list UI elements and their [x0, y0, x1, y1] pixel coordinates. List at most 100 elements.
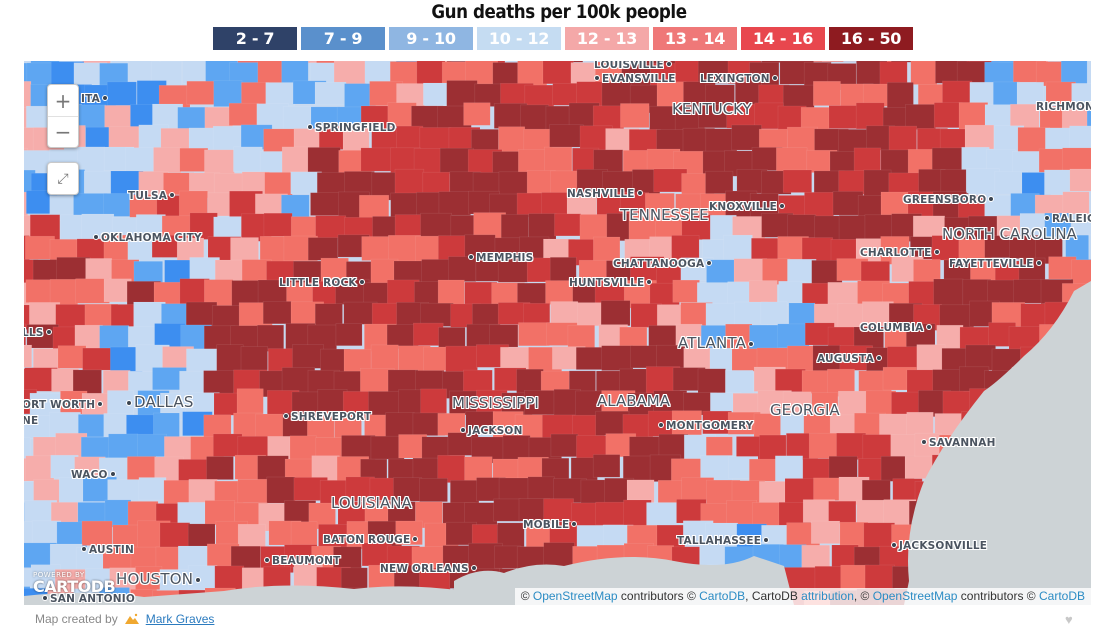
zoom-out-button[interactable]: −: [48, 116, 78, 147]
city-dot-icon: [665, 61, 672, 67]
city-dot-icon: [101, 95, 108, 101]
city-dot-icon: [470, 565, 477, 571]
label-text: LOUISIANA: [331, 494, 412, 512]
legend-item-7-9: 7 - 9: [301, 27, 385, 50]
author-avatar-icon: [124, 613, 139, 624]
city-dot-icon: [771, 75, 778, 81]
label-text: SHREVEPORT: [291, 411, 372, 423]
label-text: COLUMBIA: [860, 322, 924, 334]
city-dot-icon: [636, 190, 643, 196]
city-dot-icon: [988, 196, 995, 202]
label-text: BEAUMONT: [272, 555, 341, 567]
city-dot-icon: [126, 400, 132, 406]
like-heart-icon[interactable]: ♥: [1065, 612, 1073, 627]
city-label: OKLAHOMA CITY: [91, 232, 202, 244]
city-dot-icon: [875, 355, 882, 361]
city-label: BATON ROUGE: [323, 534, 420, 546]
label-text: AUGUSTA: [817, 353, 874, 365]
label-text: WACO: [71, 469, 108, 481]
city-label: SPRINGFIELD: [305, 122, 396, 134]
fullscreen-control: ⤢: [47, 162, 79, 195]
label-text: JACKSON: [468, 425, 523, 437]
city-label: TULSA: [128, 190, 177, 202]
state-label: KENTUCKY: [672, 100, 752, 118]
attribution-text: , ©: [853, 589, 873, 603]
state-label: TENNESSEE: [620, 206, 709, 224]
city-label: BEAUMONT: [262, 555, 340, 567]
major-city-label: DALLAS: [124, 393, 194, 411]
label-text: TENNESSEE: [620, 206, 709, 224]
label-text: NASHVILLE: [567, 188, 635, 200]
city-label: EVANSVILLE: [592, 73, 676, 85]
city-label: SAN ANTONIO: [40, 593, 135, 605]
attribution-text: contributors ©: [617, 589, 700, 603]
label-text: MISSISSIPPI: [452, 394, 539, 412]
city-dot-icon: [594, 75, 600, 81]
city-dot-icon: [264, 557, 270, 563]
label-text: LITTLE ROCK: [279, 277, 357, 289]
label-text: LEXINGTON: [700, 73, 770, 85]
label-text: TALLAHASSEE: [677, 535, 762, 547]
label-text: HOUSTON: [116, 570, 194, 588]
label-text: MOBILE: [523, 519, 570, 531]
state-label: MISSISSIPPI: [452, 394, 539, 412]
label-text: NE: [24, 415, 39, 427]
city-label: RICHMON: [1036, 101, 1091, 113]
major-city-label: HOUSTON: [116, 570, 203, 588]
city-dot-icon: [571, 521, 578, 527]
city-dot-icon: [283, 413, 289, 419]
choropleth-map[interactable]: LOUISVILLE EVANSVILLE LEXINGTON ITA SPRINGFI…: [24, 61, 1091, 605]
copyright-symbol: ©: [520, 589, 533, 603]
city-label: CHARLOTTE: [860, 247, 942, 259]
label-text: HUNTSVILLE: [569, 277, 645, 289]
map-attribution: © OpenStreetMap contributors © CartoDB, …: [514, 588, 1091, 605]
label-text: SAN ANTONIO: [50, 593, 135, 605]
city-label: TALLAHASSEE: [677, 535, 771, 547]
label-text: DALLAS: [134, 393, 194, 411]
legend-item-10-12: 10 - 12: [477, 27, 561, 50]
city-dot-icon: [169, 192, 176, 198]
city-dot-icon: [921, 439, 927, 445]
city-label: MONTGOMERY: [656, 420, 754, 432]
city-dot-icon: [646, 279, 653, 285]
city-dot-icon: [358, 279, 365, 285]
legend-item-16-50: 16 - 50: [829, 27, 913, 50]
legend-item-14-16: 14 - 16: [741, 27, 825, 50]
label-text: TULSA: [128, 190, 168, 202]
cartodb-link-2[interactable]: CartoDB: [1038, 589, 1085, 603]
label-text: EVANSVILLE: [602, 73, 676, 85]
city-label: AUGUSTA: [817, 353, 884, 365]
city-dot-icon: [778, 203, 785, 209]
fullscreen-button[interactable]: ⤢: [48, 163, 78, 194]
city-label: ORT WORTH: [24, 399, 105, 411]
city-label: LITTLE ROCK: [279, 277, 367, 289]
city-dot-icon: [109, 471, 116, 477]
author-link[interactable]: Mark Graves: [145, 612, 215, 626]
fullscreen-icon: ⤢: [57, 170, 69, 187]
color-legend: 2 - 7 7 - 9 9 - 10 10 - 12 12 - 13 13 - …: [213, 27, 913, 50]
label-text: NEW ORLEANS: [380, 563, 469, 575]
zoom-in-button[interactable]: +: [54, 88, 72, 113]
city-label: NASHVILLE: [567, 188, 645, 200]
city-dot-icon: [93, 234, 99, 240]
label-text: ALABAMA: [597, 392, 670, 410]
city-label: SHREVEPORT: [281, 411, 371, 423]
city-label: JACKSON: [458, 425, 523, 437]
label-text: GREENSBORO: [903, 194, 987, 206]
city-dot-icon: [460, 427, 466, 433]
cartodb-link[interactable]: CartoDB: [699, 589, 746, 603]
county-layer[interactable]: [24, 61, 1091, 605]
label-text: KENTUCKY: [672, 100, 752, 118]
label-text: GEORGIA: [770, 401, 840, 419]
openstreetmap-link[interactable]: OpenStreetMap: [532, 589, 618, 603]
attribution-link[interactable]: attribution: [801, 589, 854, 603]
label-text: MONTGOMERY: [666, 420, 754, 432]
attribution-text: , CartoDB: [745, 589, 802, 603]
label-text: CHATTANOOGA: [613, 258, 705, 270]
openstreetmap-link-2[interactable]: OpenStreetMap: [872, 589, 958, 603]
legend-item-13-14: 13 - 14: [653, 27, 737, 50]
cartodb-logo[interactable]: POWERED BY CARTODB: [33, 571, 116, 595]
label-text: KNOXVILLE: [709, 201, 777, 213]
label-text: RALEIG: [1052, 213, 1091, 225]
city-dot-icon: [1044, 215, 1050, 221]
